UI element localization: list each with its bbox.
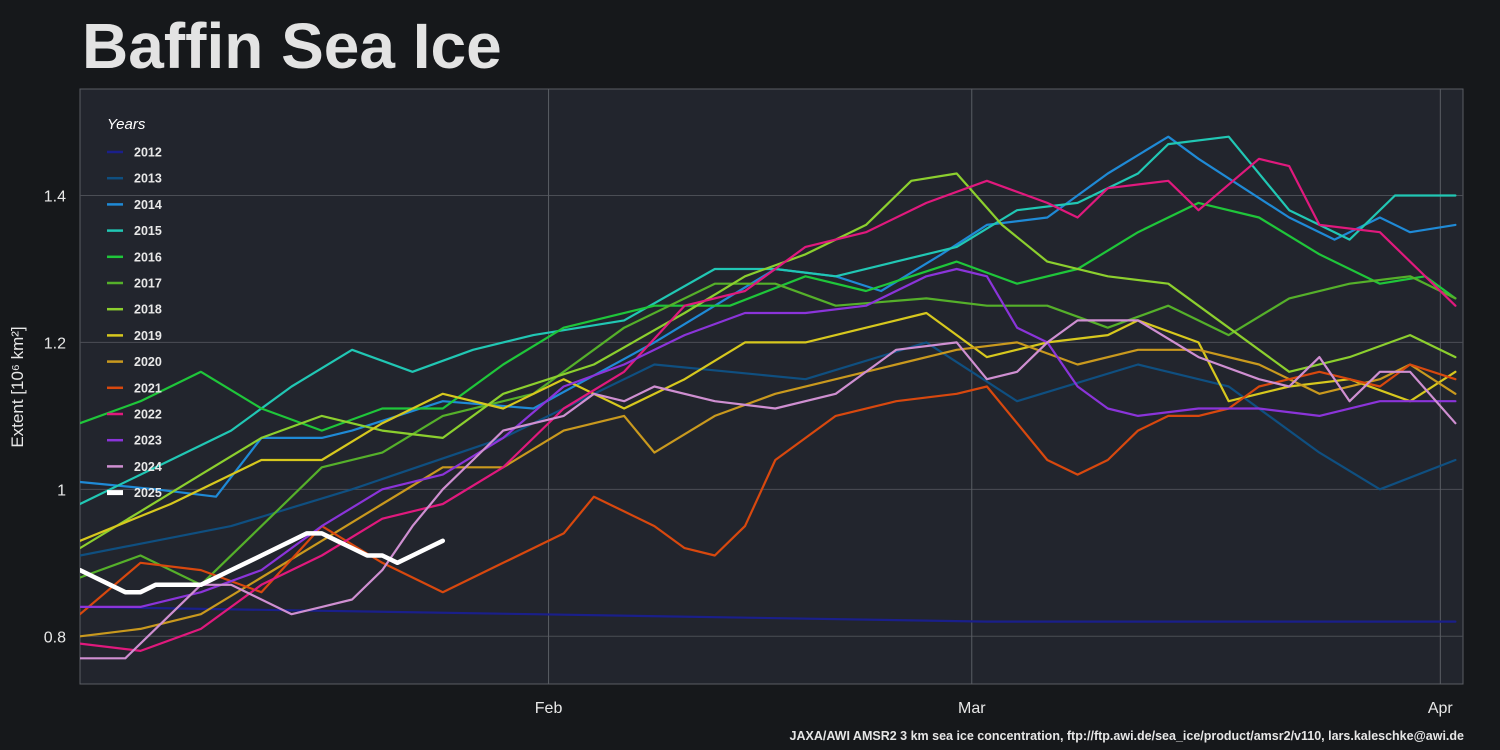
series-line-2025	[80, 531, 446, 595]
series-line-2017	[80, 275, 1457, 586]
series-line-2020	[80, 341, 1457, 638]
series-line-2022	[80, 157, 1457, 653]
legend-label-2012: 2012	[134, 146, 162, 160]
x-tick-label: Mar	[958, 700, 986, 717]
source-note: JAXA/AWI AMSR2 3 km sea ice concentratio…	[789, 729, 1465, 743]
series-lines	[80, 135, 1457, 660]
legend-label-2020: 2020	[134, 355, 162, 369]
series-line-2023	[80, 267, 1457, 609]
x-tick-label: Apr	[1428, 700, 1454, 717]
legend-label-2014: 2014	[134, 198, 162, 212]
legend-label-2022: 2022	[134, 408, 162, 422]
legend-label-2025: 2025	[134, 486, 162, 500]
legend-label-2023: 2023	[134, 434, 162, 448]
series-line-2015	[80, 135, 1457, 506]
chart-title: Baffin Sea Ice	[82, 10, 502, 82]
series-line-2021	[80, 363, 1457, 616]
legend-label-2017: 2017	[134, 277, 162, 291]
series-line-2024	[80, 319, 1457, 660]
legend-label-2013: 2013	[134, 172, 162, 186]
x-tick-label: Feb	[535, 700, 563, 717]
series-line-2019	[80, 311, 1457, 542]
y-tick-label: 1.2	[44, 335, 66, 352]
legend-label-2019: 2019	[134, 329, 162, 343]
legend-label-2021: 2021	[134, 381, 162, 395]
y-tick-label: 0.8	[44, 629, 66, 646]
legend-label-2024: 2024	[134, 460, 162, 474]
series-line-2013	[80, 341, 1457, 557]
legend: Years 2012 2013 2014 2015 2016 2017 2018 2019 20…	[107, 116, 162, 500]
series-line-2014	[80, 135, 1457, 498]
y-tick-label: 1.4	[44, 189, 66, 206]
legend-label-2018: 2018	[134, 303, 162, 317]
legend-title: Years	[107, 116, 146, 133]
y-tick-label: 1	[57, 482, 66, 499]
plot-area	[79, 88, 1464, 685]
x-tick-labels: Feb Mar Apr	[535, 700, 1454, 717]
y-axis-label: Extent [10⁶ km²]	[8, 326, 27, 447]
legend-label-2015: 2015	[134, 224, 162, 238]
legend-label-2016: 2016	[134, 250, 162, 264]
y-tick-labels: 0.8 1 1.2 1.4	[44, 189, 66, 647]
